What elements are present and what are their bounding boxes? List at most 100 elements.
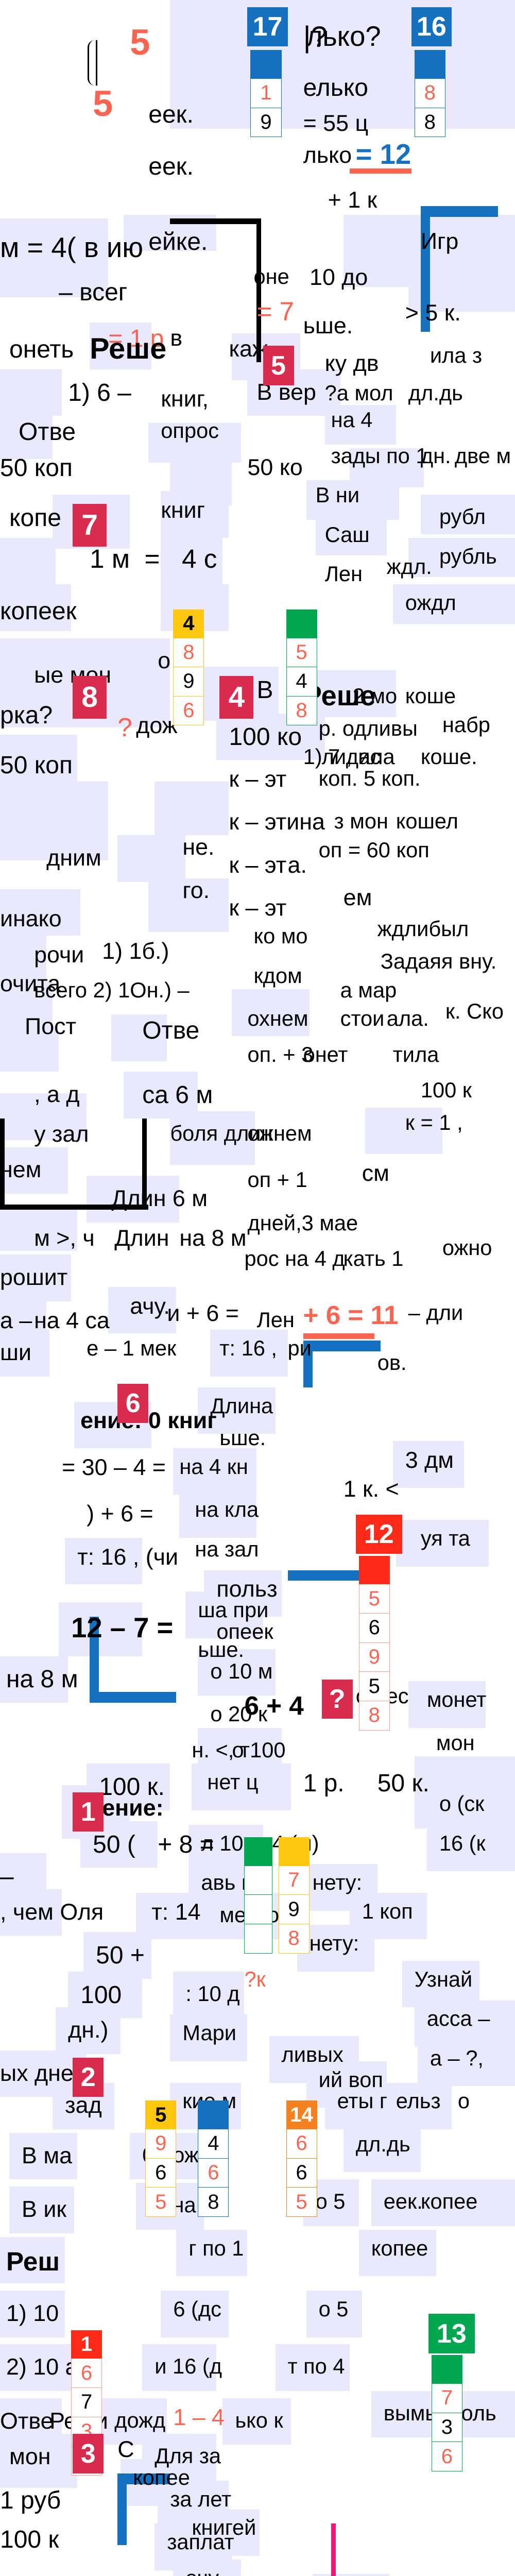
number-cell[interactable]: 8 xyxy=(414,79,445,108)
blue-bracket-segment xyxy=(420,206,498,217)
text-fragment: Отве xyxy=(142,1017,200,1045)
task-number-badge[interactable]: 4 xyxy=(219,675,254,719)
number-cell[interactable]: 5 xyxy=(358,1584,390,1614)
blue-bracket-segment xyxy=(117,2473,127,2546)
task-number-badge[interactable]: 1 xyxy=(73,1792,104,1832)
number-cell[interactable]: 5 xyxy=(358,1672,390,1702)
number-column-cap[interactable] xyxy=(431,2355,462,2384)
text-fragment: охнем xyxy=(247,1006,308,1031)
task-number-badge[interactable]: 2 xyxy=(73,2057,104,2097)
number-column-cap[interactable] xyxy=(414,50,445,79)
text-fragment: рошит xyxy=(0,1264,68,1291)
number-cell[interactable] xyxy=(244,1924,272,1954)
number-column-cap[interactable]: 14 xyxy=(286,2100,317,2129)
number-cell[interactable]: 9 xyxy=(250,108,282,138)
number-column-cap[interactable]: 1 xyxy=(71,2330,102,2359)
number-cell[interactable]: 4 xyxy=(286,667,317,697)
number-cell[interactable] xyxy=(244,1866,272,1895)
text-fragment: оп + 1 xyxy=(247,1167,307,1192)
task-number-badge[interactable]: 3 xyxy=(73,2434,104,2473)
task-number-badge[interactable]: 7 xyxy=(73,503,107,547)
curly-brace-left xyxy=(88,40,100,86)
text-fragment: копеек xyxy=(0,597,77,625)
number-cell[interactable]: 3 xyxy=(431,2413,462,2443)
number-column-cap[interactable] xyxy=(358,1555,390,1585)
highlight-block xyxy=(0,1889,62,1936)
number-column-cap[interactable] xyxy=(250,50,282,79)
text-fragment: ша при xyxy=(198,1598,269,1622)
text-fragment: ливых xyxy=(281,2042,344,2067)
number-cell[interactable]: 6 xyxy=(358,1614,390,1643)
number-cell[interactable]: 8 xyxy=(286,696,317,726)
number-cell[interactable]: 8 xyxy=(414,108,445,138)
text-fragment: о 100 xyxy=(232,1737,286,1762)
highlight-block xyxy=(161,2291,229,2337)
number-cell[interactable]: 6 xyxy=(198,2158,229,2188)
number-column-cap[interactable]: 4 xyxy=(173,609,204,638)
text-fragment: дн. xyxy=(420,443,451,468)
number-cell[interactable]: 6 xyxy=(145,2158,177,2188)
number-column-cap[interactable] xyxy=(198,2100,229,2129)
task-number-badge[interactable]: 6 xyxy=(117,1383,149,1423)
number-cell[interactable]: 7 xyxy=(71,2387,102,2417)
number-cell[interactable]: 1 xyxy=(250,79,282,108)
number-column[interactable] xyxy=(244,1837,272,1954)
highlight-block xyxy=(408,1681,486,1728)
task-number-badge[interactable]: 17 xyxy=(247,7,288,47)
task-number-badge[interactable]: 16 xyxy=(411,7,452,47)
number-column-cap[interactable] xyxy=(244,1837,272,1866)
task-number-badge[interactable]: 5 xyxy=(263,346,294,385)
number-cell[interactable]: 5 xyxy=(286,2188,317,2217)
number-cell[interactable]: 6 xyxy=(431,2442,462,2471)
number-cell[interactable]: 9 xyxy=(145,2129,177,2159)
text-fragment: рос на 4 д xyxy=(244,1246,345,1271)
text-fragment: копее xyxy=(371,2235,428,2260)
number-cell[interactable]: 6 xyxy=(71,2359,102,2388)
number-cell[interactable]: 4 xyxy=(198,2129,229,2159)
text-fragment: ила з xyxy=(430,343,483,367)
text-fragment: копее xyxy=(133,2465,190,2490)
task-number-badge[interactable]: 8 xyxy=(73,675,107,719)
task-number-badge[interactable]: 13 xyxy=(428,2314,475,2353)
number-cell[interactable]: 9 xyxy=(278,1895,310,1924)
number-column-cap[interactable] xyxy=(286,609,317,638)
number-cell[interactable]: 7 xyxy=(431,2384,462,2413)
text-fragment: на зал xyxy=(195,1536,259,1561)
text-fragment: Длин 6 м xyxy=(111,1185,208,1212)
number-cell[interactable]: 6 xyxy=(286,2129,317,2159)
number-cell[interactable]: 6 xyxy=(286,2158,317,2188)
number-cell[interactable]: 5 xyxy=(286,638,317,668)
number-column-cap[interactable]: 5 xyxy=(145,2100,177,2129)
number-cell[interactable]: 8 xyxy=(198,2188,229,2217)
text-fragment: дл.дь xyxy=(355,2131,410,2156)
highlight-block xyxy=(0,2291,65,2337)
text-fragment: е – 1 мек xyxy=(87,1336,177,1361)
number-column[interactable]: 14 6 6 5 xyxy=(286,2100,317,2217)
number-cell[interactable]: 9 xyxy=(173,667,204,697)
number-cell[interactable]: 9 xyxy=(358,1642,390,1672)
text-fragment: всего 2) 1Он.) – xyxy=(34,977,190,1002)
number-cell[interactable]: 6 xyxy=(173,696,204,726)
task-number-badge[interactable]: ? xyxy=(321,1679,353,1719)
number-cell[interactable]: 8 xyxy=(278,1924,310,1954)
task-number-badge[interactable]: 12 xyxy=(355,1514,402,1554)
number-cell[interactable] xyxy=(244,1895,272,1924)
number-cell[interactable]: 8 xyxy=(173,638,204,668)
number-cell[interactable]: 7 xyxy=(278,1866,310,1895)
number-column-cap[interactable] xyxy=(278,1837,310,1866)
text-fragment: 1 – 4 xyxy=(173,2404,225,2430)
text-fragment: ьше. xyxy=(303,312,353,338)
text-fragment: дл.дь xyxy=(408,381,463,405)
number-cell[interactable]: 5 xyxy=(145,2188,177,2217)
number-cell[interactable]: 8 xyxy=(358,1701,390,1731)
